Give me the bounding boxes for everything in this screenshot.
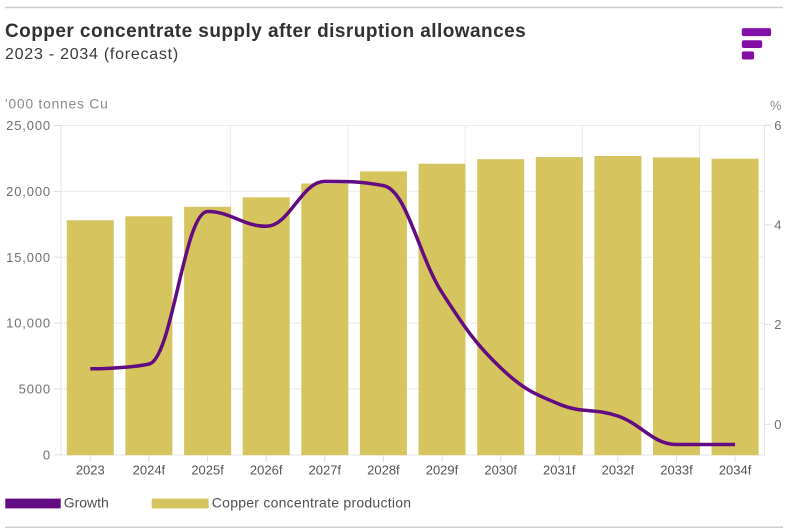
svg-text:10,000: 10,000 [6,316,51,331]
svg-text:2030f: 2030f [484,462,517,477]
svg-text:Copper concentrate supply afte: Copper concentrate supply after disrupti… [5,21,526,42]
svg-text:2027f: 2027f [309,462,342,477]
svg-text:4: 4 [774,218,781,233]
svg-text:2025f: 2025f [191,462,224,477]
svg-text:'000 tonnes Cu: '000 tonnes Cu [5,96,109,112]
svg-text:5000: 5000 [19,382,51,397]
svg-text:0: 0 [43,447,51,462]
svg-text:2: 2 [774,317,781,332]
svg-text:2029f: 2029f [426,462,459,477]
svg-text:%: % [770,98,782,113]
svg-text:2028f: 2028f [367,462,400,477]
svg-text:2023: 2023 [76,462,105,477]
svg-text:2034f: 2034f [719,462,752,477]
svg-text:2026f: 2026f [250,462,283,477]
svg-text:2033f: 2033f [660,462,693,477]
svg-text:2024f: 2024f [133,462,166,477]
svg-text:20,000: 20,000 [6,184,51,199]
svg-text:25,000: 25,000 [6,118,51,133]
svg-text:2032f: 2032f [602,462,635,477]
svg-text:6: 6 [774,118,781,133]
svg-text:2031f: 2031f [543,462,576,477]
svg-text:0: 0 [774,417,781,432]
svg-text:15,000: 15,000 [6,250,51,265]
svg-text:Copper concentrate production: Copper concentrate production [212,495,411,511]
svg-text:2023 - 2034 (forecast): 2023 - 2034 (forecast) [5,46,179,63]
svg-text:Growth: Growth [64,495,109,511]
